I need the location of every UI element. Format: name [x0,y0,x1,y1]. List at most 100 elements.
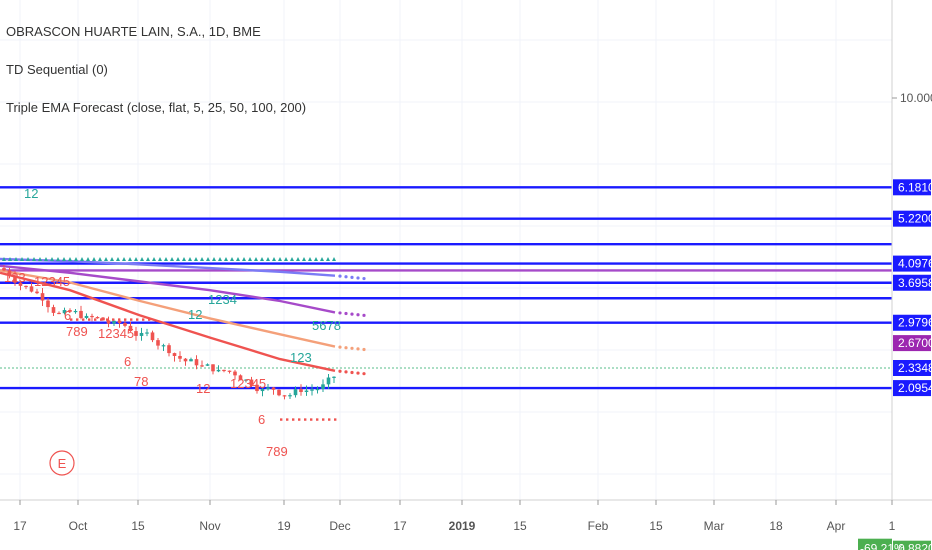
time-tick-label: Nov [199,519,220,533]
earnings-event-marker[interactable]: E [49,450,75,476]
td-count-label: 12 [196,381,210,396]
td-resistance-marker [134,257,138,262]
td-resistance-marker [14,257,18,262]
time-tick-label: 15 [131,519,145,533]
time-tick-label: Oct [69,519,88,533]
td-resistance-marker [320,257,324,262]
td-support-marker [142,318,145,321]
time-tick-label: Feb [588,519,609,533]
ema-line[interactable] [0,269,336,348]
td-resistance-marker [146,257,150,262]
price-candles [2,257,337,421]
td-support-marker [328,418,331,421]
candle-body [24,285,28,288]
candle-body [46,300,50,308]
td-resistance-marker [86,257,90,262]
td-resistance-marker [38,257,42,262]
td-support-marker [88,318,91,321]
candle-body [62,310,67,314]
td-count-label: 12345 [34,274,70,289]
candle-body [238,375,243,381]
candle-body [178,355,182,359]
key-level-price-box [893,314,931,331]
td-support-marker [130,318,133,321]
time-tick-label: Apr [827,519,846,533]
td-resistance-marker [164,257,168,262]
td-count-label: 123 [290,350,312,365]
td-resistance-marker [50,257,54,262]
candle-body [139,332,144,336]
td-count-label: 123 [4,270,26,285]
candle-body [156,340,160,346]
td-resistance-marker [302,257,306,262]
candle-body [90,315,94,318]
candle-body [13,275,17,283]
td-resistance-marker [326,257,330,262]
td-resistance-marker [62,257,66,262]
td-resistance-marker [236,257,240,262]
legend-triple-ema[interactable]: Triple EMA Forecast (close, flat, 5, 25,… [6,100,307,115]
ema-line[interactable] [0,264,336,314]
candle-body [183,358,188,362]
td-resistance-marker [98,257,102,262]
time-tick-label: 2019 [449,519,476,533]
td-count-label: 6 [124,354,131,369]
price-label-box [893,540,931,550]
td-support-marker [70,318,73,321]
td-support-marker [310,418,313,421]
td-support-marker [118,318,121,321]
candle-body [40,293,45,301]
candle-body [150,332,155,341]
ema-line[interactable] [0,271,336,372]
candle-body [222,369,226,372]
td-resistance-marker [116,257,120,262]
time-tick-label: 18 [769,519,783,533]
legend-symbol[interactable]: OBRASCON HUARTE LAIN, S.A., 1D, BME [6,24,261,39]
td-resistance-marker [152,257,156,262]
td-support-marker [304,418,307,421]
candle-body [211,364,215,372]
td-support-marker [286,418,289,421]
td-count-label: 1234 [208,292,237,307]
legend-td-sequential[interactable]: TD Sequential (0) [6,62,108,77]
td-resistance-marker [254,257,258,262]
ema-forecast-dot [350,346,354,350]
ema-forecast-dot [362,347,366,352]
td-resistance-marker [230,257,234,262]
time-tick-label: Dec [329,519,350,533]
td-resistance-marker [110,257,114,262]
td-resistance-marker [308,257,312,262]
candle-body [216,369,221,372]
ema-forecast-dot [350,275,354,279]
ema-forecast-dot [362,276,366,281]
td-resistance-marker [212,257,216,262]
time-tick-label: 15 [513,519,527,533]
ema-forecast-dot [356,313,360,317]
ema-forecast-dot [356,276,360,280]
time-tick-label: Mar [704,519,725,533]
key-level-price-box [893,380,931,397]
td-resistance-marker [140,257,144,262]
td-resistance-marker [278,257,282,262]
time-axis[interactable]: 17 Oct 15 Nov 19 Dec 17 2019 15 Feb 15 Mar 18 Apr 1 [0,499,932,533]
candle-body [249,379,254,385]
candle-body [200,365,204,367]
candle-body [128,325,133,332]
td-support-marker [280,418,283,421]
td-resistance-marker [242,257,246,262]
key-level-price-label: 5.2200 [898,212,932,226]
change-badge: -69.21% [860,542,905,550]
td-resistance-marker [296,257,300,262]
candle-body [112,320,116,324]
td-resistance-marker [206,257,210,262]
price-label-box [893,360,931,376]
td-resistance-marker [104,257,108,262]
price-axis[interactable]: 20.000010.00006.18105.22004.09763.69582.… [858,0,932,550]
td-support-marker [148,318,151,321]
time-tick-label: 17 [393,519,407,533]
time-tick-label: 17 [13,519,27,533]
key-level-price-box [893,179,931,196]
ema-forecast-dot [356,347,360,351]
